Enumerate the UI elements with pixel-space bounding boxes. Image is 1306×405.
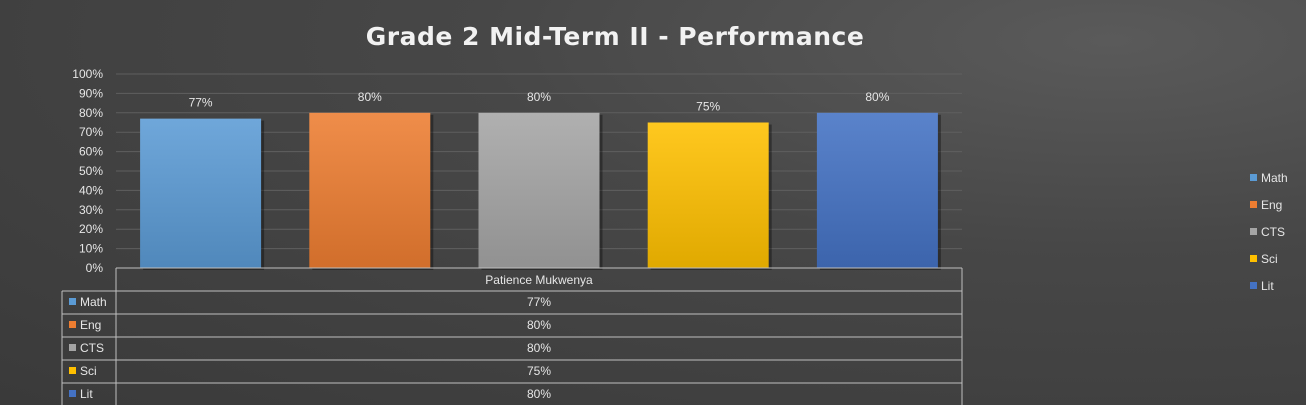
bar-eng bbox=[309, 112, 431, 268]
legend-label: CTS bbox=[1261, 224, 1285, 239]
legend-swatch bbox=[1250, 255, 1257, 262]
table-legend-key bbox=[69, 367, 76, 374]
table-cell-value: 80% bbox=[527, 341, 551, 355]
bar-sci bbox=[647, 122, 769, 268]
legend-item: CTS bbox=[1250, 218, 1288, 245]
legend-label: Math bbox=[1261, 170, 1288, 185]
y-tick-label: 10% bbox=[79, 242, 103, 256]
bar-lit bbox=[816, 112, 938, 268]
data-label: 80% bbox=[527, 90, 551, 104]
table-series-name: Math bbox=[80, 295, 107, 309]
legend-item: Math bbox=[1250, 164, 1288, 191]
legend-item: Sci bbox=[1250, 245, 1288, 272]
table-cell-value: 80% bbox=[527, 318, 551, 332]
data-label: 75% bbox=[696, 100, 720, 114]
legend-swatch bbox=[1250, 228, 1257, 235]
y-tick-label: 50% bbox=[79, 164, 103, 178]
legend-label: Eng bbox=[1261, 197, 1283, 212]
table-legend-key bbox=[69, 298, 76, 305]
y-tick-label: 20% bbox=[79, 222, 103, 236]
y-tick-label: 80% bbox=[79, 106, 103, 120]
legend-swatch bbox=[1250, 174, 1257, 181]
table-header-category: Patience Mukwenya bbox=[485, 273, 593, 287]
y-tick-label: 40% bbox=[79, 183, 103, 197]
table-legend-key bbox=[69, 344, 76, 351]
data-label: 80% bbox=[358, 90, 382, 104]
y-tick-label: 90% bbox=[79, 86, 103, 100]
y-tick-label: 100% bbox=[72, 67, 103, 81]
chart-title: Grade 2 Mid-Term II - Performance bbox=[365, 22, 865, 51]
table-series-name: CTS bbox=[80, 341, 104, 355]
bar-math bbox=[140, 118, 262, 269]
table-series-name: Lit bbox=[80, 387, 93, 401]
table-cell-value: 75% bbox=[527, 364, 551, 378]
legend-item: Lit bbox=[1250, 272, 1288, 299]
legend-item: Eng bbox=[1250, 191, 1288, 218]
table-series-name: Sci bbox=[80, 364, 97, 378]
bar-cts bbox=[478, 112, 600, 268]
legend-label: Sci bbox=[1261, 251, 1278, 266]
y-tick-label: 70% bbox=[79, 125, 103, 139]
y-tick-label: 0% bbox=[86, 261, 104, 275]
table-series-name: Eng bbox=[80, 318, 101, 332]
data-label: 77% bbox=[189, 96, 213, 110]
legend: Math Eng CTS Sci Lit bbox=[1250, 164, 1288, 299]
data-label: 80% bbox=[865, 90, 889, 104]
table-legend-key bbox=[69, 390, 76, 397]
table-cell-value: 80% bbox=[527, 387, 551, 401]
y-tick-label: 30% bbox=[79, 203, 103, 217]
table-cell-value: 77% bbox=[527, 295, 551, 309]
y-tick-label: 60% bbox=[79, 145, 103, 159]
legend-swatch bbox=[1250, 201, 1257, 208]
legend-swatch bbox=[1250, 282, 1257, 289]
table-legend-key bbox=[69, 321, 76, 328]
legend-label: Lit bbox=[1261, 278, 1274, 293]
